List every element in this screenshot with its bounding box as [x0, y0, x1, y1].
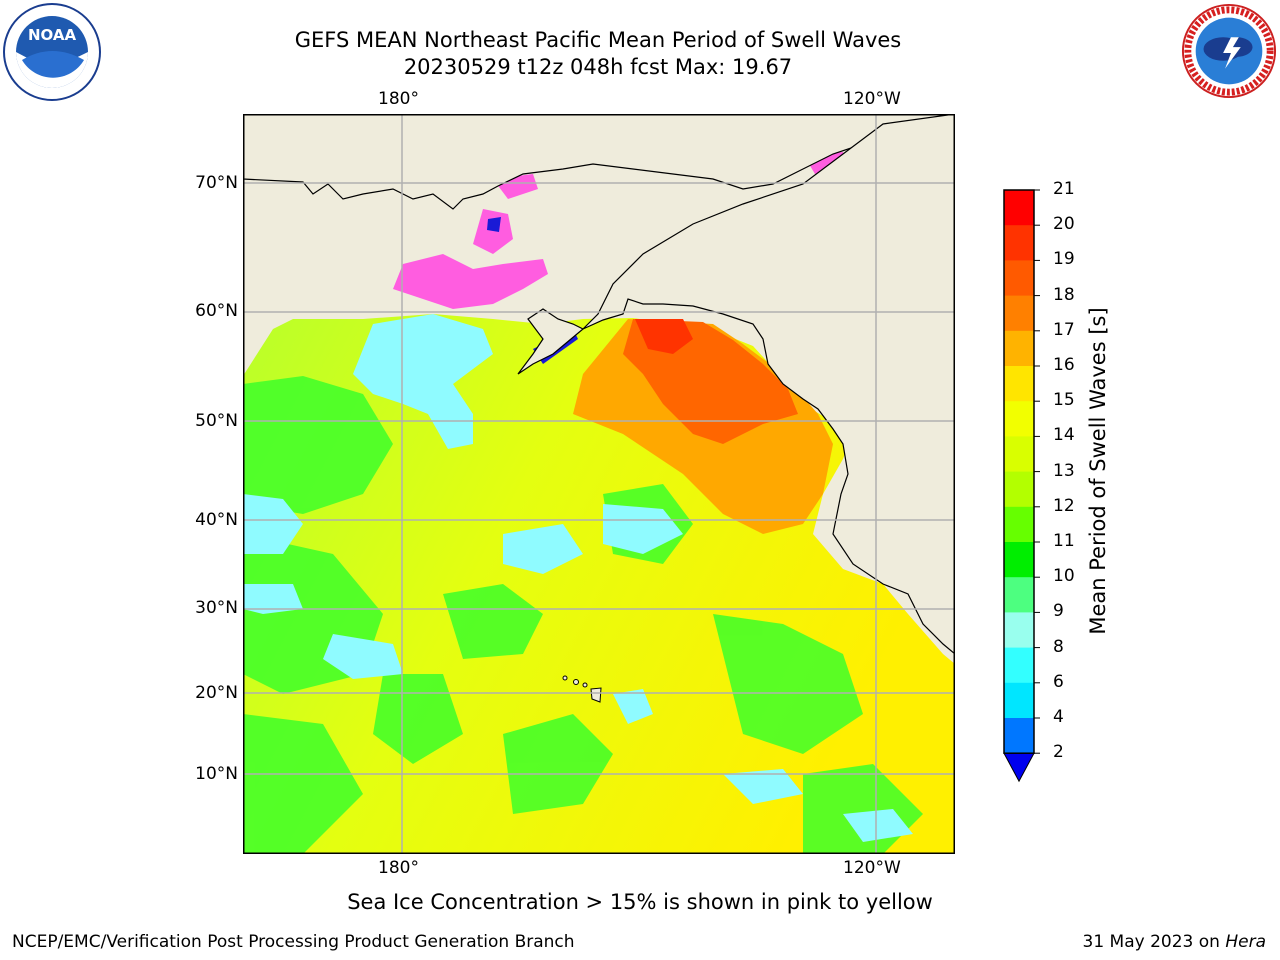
- swell-period-20s: [635, 319, 693, 354]
- plot-subtitle: 20230529 t12z 048h fcst Max: 19.67: [403, 55, 793, 79]
- lon-tick-bottom-120w: 120°W: [843, 858, 901, 878]
- colorbar-tick-label: 2: [1053, 742, 1064, 763]
- lat-tick-30n: 30°N: [195, 598, 238, 618]
- noaa-logo-text: NOAA: [28, 26, 77, 44]
- colorbar-tick-label: 21: [1053, 179, 1075, 199]
- sea-ice-note: Sea Ice Concentration > 15% is shown in …: [347, 890, 933, 914]
- footer-date-text: 31 May 2023 on: [1082, 932, 1226, 952]
- lat-tick-40n: 40°N: [195, 510, 238, 530]
- colorbar-tick-label: 16: [1053, 355, 1075, 375]
- colorbar-tick-label: 4: [1053, 707, 1064, 727]
- colorbar: [1003, 189, 1040, 783]
- map-panel: [243, 114, 955, 854]
- lat-tick-50n: 50°N: [195, 411, 238, 431]
- colorbar-segment: [1004, 577, 1034, 613]
- colorbar-tick-label: 12: [1053, 495, 1075, 516]
- colorbar-tick-label: 11: [1053, 531, 1075, 551]
- colorbar-tick-label: 17: [1053, 319, 1075, 340]
- lat-tick-60n: 60°N: [195, 301, 238, 321]
- colorbar-segment: [1004, 471, 1034, 508]
- colorbar-tick-label: 13: [1053, 460, 1075, 481]
- graticule: [243, 114, 955, 854]
- colorbar-segment: [1004, 718, 1034, 754]
- hawaii-islands: [562, 675, 602, 703]
- plot-title: GEFS MEAN Northeast Pacific Mean Period …: [294, 28, 902, 52]
- colorbar-segment: [1004, 190, 1034, 226]
- colorbar-tick-label: 14: [1053, 425, 1075, 446]
- colorbar-segment: [1004, 225, 1034, 261]
- colorbar-segment: [1004, 647, 1034, 684]
- colorbar-segment: [1004, 682, 1034, 719]
- colorbar-segment: [1004, 542, 1034, 578]
- footer-host: Hera: [1225, 932, 1266, 952]
- colorbar-segment: [1004, 401, 1034, 437]
- colorbar-tick-label: 9: [1053, 601, 1064, 622]
- colorbar-segment: [1004, 436, 1034, 473]
- lon-tick-bottom-180: 180°: [378, 858, 419, 878]
- colorbar-segment: [1004, 612, 1034, 649]
- colorbar-tick-label: 6: [1053, 671, 1064, 692]
- lon-tick-top-120w: 120°W: [843, 89, 901, 109]
- colorbar-title: Mean Period of Swell Waves [s]: [1086, 307, 1110, 635]
- colorbar-segment: [1004, 506, 1034, 543]
- footer-credit: NCEP/EMC/Verification Post Processing Pr…: [12, 932, 575, 952]
- lat-tick-10n: 10°N: [195, 764, 238, 784]
- colorbar-segment: [1004, 330, 1034, 367]
- map-frame: [243, 114, 955, 854]
- footer-date: 31 May 2023 on Hera: [1083, 932, 1267, 952]
- colorbar-tick-label: 10: [1053, 566, 1075, 587]
- lat-tick-20n: 20°N: [195, 683, 238, 703]
- lon-tick-top-180: 180°: [378, 89, 419, 109]
- colorbar-tick-label: 8: [1053, 636, 1064, 657]
- colorbar-segment: [1004, 366, 1034, 402]
- colorbar-tick-label: 15: [1053, 390, 1075, 411]
- colorbar-tick-label: 20: [1053, 214, 1075, 235]
- coastline: [243, 114, 955, 655]
- nws-logo: [1181, 3, 1277, 99]
- colorbar-tick-label: 19: [1053, 249, 1075, 270]
- colorbar-tick-label: 18: [1053, 284, 1075, 305]
- colorbar-extend-triangle: [1003, 752, 1035, 783]
- colorbar-segment: [1004, 295, 1034, 332]
- swell-period-8s: [243, 314, 913, 842]
- colorbar-segment: [1004, 260, 1034, 297]
- noaa-logo: NOAA: [3, 3, 101, 101]
- lat-tick-70n: 70°N: [195, 173, 238, 193]
